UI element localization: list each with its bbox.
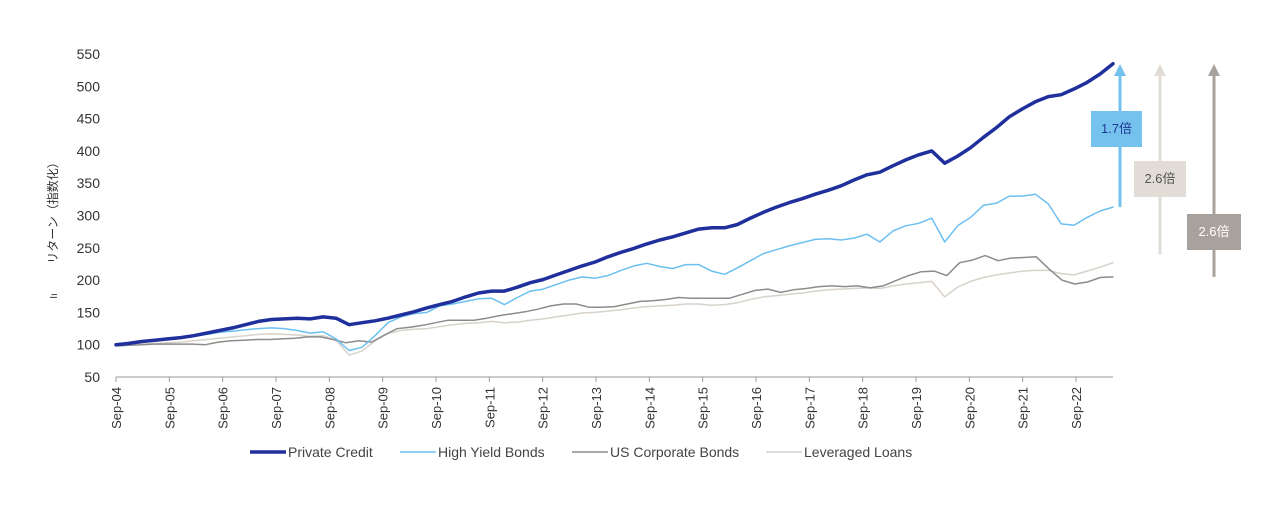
x-tick-label: Sep-10 bbox=[429, 387, 444, 429]
x-tick-label: Sep-16 bbox=[749, 387, 764, 429]
multiplier-annotations: 1.7倍 2.6倍 2.6倍 bbox=[1091, 64, 1241, 277]
multiplier-label: 1.7倍 bbox=[1101, 121, 1132, 136]
x-tick-label: Sep-15 bbox=[696, 387, 711, 429]
multiplier-label: 2.6倍 bbox=[1198, 224, 1229, 239]
y-tick-label: 200 bbox=[77, 272, 101, 288]
x-tick-label: Sep-14 bbox=[642, 387, 657, 429]
series-line-high-yield-bonds bbox=[115, 193, 1114, 352]
legend-label: Private Credit bbox=[288, 444, 373, 460]
y-tick-label: 250 bbox=[77, 240, 101, 256]
multiplier-box bbox=[1091, 111, 1142, 147]
series-line-private-credit bbox=[114, 61, 1115, 347]
x-tick-label: Sep-20 bbox=[962, 387, 977, 429]
legend-label: US Corporate Bonds bbox=[610, 444, 739, 460]
multiplier-label: 2.6倍 bbox=[1144, 171, 1175, 186]
multiplier-arrow-head bbox=[1208, 64, 1220, 76]
x-tick-label: Sep-22 bbox=[1069, 387, 1084, 429]
multiplier-arrow-head bbox=[1154, 64, 1166, 76]
x-tick-label: Sep-21 bbox=[1016, 387, 1031, 429]
series-lines bbox=[114, 61, 1115, 356]
y-axis: 50 100 150 200 250 300 350 400 450 500 550 bbox=[77, 46, 101, 385]
x-tick-label: Sep-19 bbox=[909, 387, 924, 429]
y-tick-label: 100 bbox=[77, 337, 101, 353]
x-tick-label: Sep-04 bbox=[109, 387, 124, 429]
y-axis-label-suffix: Iı bbox=[49, 293, 60, 299]
series-line-leveraged-loans bbox=[115, 261, 1114, 356]
multiplier-box bbox=[1134, 161, 1186, 197]
x-tick-label: Sep-18 bbox=[856, 387, 871, 429]
x-tick-label: Sep-13 bbox=[589, 387, 604, 429]
legend: Private Credit High Yield Bonds US Corpora… bbox=[250, 444, 912, 460]
legend-label: High Yield Bonds bbox=[438, 444, 545, 460]
x-tick-label: Sep-06 bbox=[216, 387, 231, 429]
y-tick-label: 350 bbox=[77, 175, 101, 191]
y-tick-label: 450 bbox=[77, 111, 101, 127]
y-tick-label: 50 bbox=[84, 369, 100, 385]
x-tick-label: Sep-09 bbox=[376, 387, 391, 429]
y-tick-label: 550 bbox=[77, 46, 101, 62]
y-tick-label: 300 bbox=[77, 208, 101, 224]
y-axis-label: リターン（指数化） bbox=[45, 156, 60, 263]
y-tick-label: 400 bbox=[77, 143, 101, 159]
y-tick-label: 150 bbox=[77, 304, 101, 320]
x-tick-label: Sep-05 bbox=[162, 387, 177, 429]
multiplier-arrow-head bbox=[1114, 64, 1126, 76]
legend-label: Leveraged Loans bbox=[804, 444, 912, 460]
x-tick-label: Sep-07 bbox=[269, 387, 284, 429]
multiplier-box bbox=[1187, 214, 1241, 250]
x-tick-label: Sep-17 bbox=[802, 387, 817, 429]
x-tick-label: Sep-11 bbox=[482, 387, 497, 428]
x-axis: Sep-04 Sep-05 Sep-06 Sep-07 Sep-08 Sep-09 Sep-… bbox=[109, 376, 1113, 429]
y-tick-label: 500 bbox=[77, 78, 101, 94]
series-line-us-corporate-bonds bbox=[115, 254, 1114, 347]
x-tick-label: Sep-12 bbox=[536, 387, 551, 429]
x-tick-label: Sep-08 bbox=[322, 387, 337, 429]
